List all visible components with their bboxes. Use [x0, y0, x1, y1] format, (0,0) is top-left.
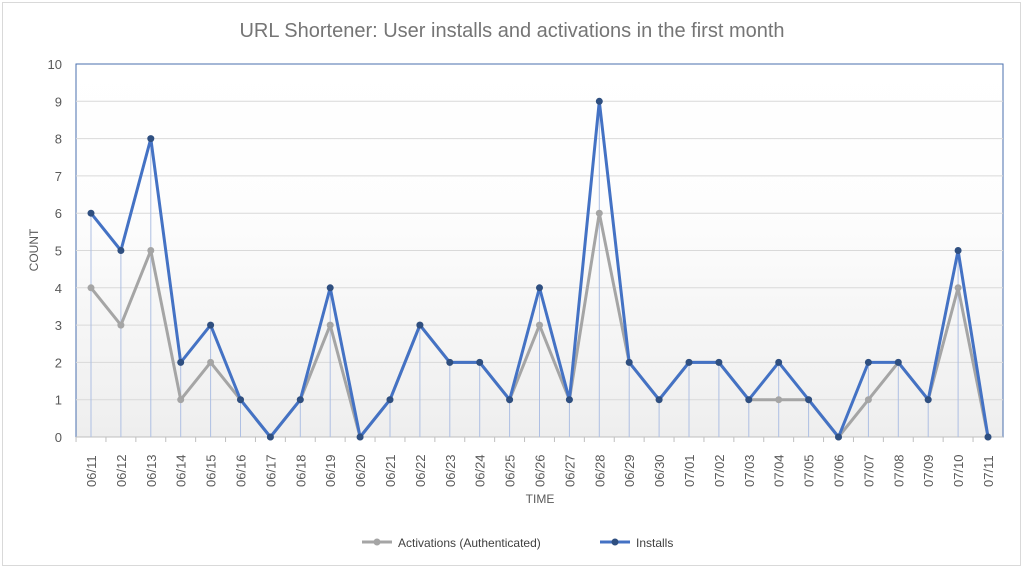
x-tick-label: 07/01: [682, 454, 697, 487]
data-point-installs: [356, 433, 364, 441]
legend: Activations (Authenticated) Installs: [362, 536, 673, 550]
data-point-installs: [835, 433, 842, 441]
data-point-activations-authenticated: [207, 358, 215, 366]
y-axis-title: COUNT: [27, 228, 41, 271]
x-tick-label: 06/26: [533, 454, 548, 487]
x-tick-label: 06/16: [234, 454, 249, 487]
x-tick-label: 07/07: [861, 454, 876, 487]
data-point-installs: [864, 358, 872, 366]
x-tick-label: 06/23: [443, 454, 458, 487]
y-tick-label: 8: [55, 132, 62, 147]
data-point-installs: [715, 358, 723, 366]
data-point-installs: [685, 358, 693, 366]
x-tick-label: 06/30: [652, 454, 667, 487]
y-tick-label: 2: [55, 355, 62, 370]
y-tick-label: 10: [48, 57, 62, 72]
data-point-activations-authenticated: [117, 321, 125, 329]
data-point-installs: [984, 433, 992, 441]
data-point-installs: [536, 284, 543, 292]
legend-marker-activations-authenticated: [373, 538, 381, 546]
legend-label-activations-authenticated: Activations (Authenticated): [398, 536, 541, 550]
x-tick-label: 07/09: [921, 454, 936, 487]
x-tick-label: 07/11: [981, 455, 996, 487]
data-point-activations-authenticated: [595, 209, 603, 217]
x-tick-label: 06/24: [473, 454, 488, 487]
data-point-activations-authenticated: [326, 321, 334, 329]
x-axis-title: TIME: [526, 492, 555, 506]
y-tick-label: 5: [55, 244, 62, 259]
y-tick-label: 9: [55, 94, 62, 109]
data-point-activations-authenticated: [536, 321, 543, 329]
x-tick-label: 07/05: [802, 454, 817, 487]
x-tick-label: 06/19: [323, 454, 338, 487]
data-point-activations-authenticated: [87, 284, 95, 292]
x-tick-label: 06/29: [622, 454, 637, 487]
data-point-installs: [894, 358, 902, 366]
data-point-installs: [924, 396, 932, 404]
data-point-activations-authenticated: [954, 284, 962, 292]
x-tick-label: 06/12: [114, 454, 129, 487]
x-tick-label: 06/20: [353, 454, 368, 487]
x-tick-label: 06/18: [293, 454, 308, 487]
data-point-installs: [117, 247, 125, 254]
x-tick-label: 06/28: [592, 454, 607, 487]
data-point-installs: [147, 135, 155, 143]
x-tick-label: 06/22: [413, 454, 428, 487]
data-point-installs: [207, 321, 215, 329]
y-tick-label: 0: [55, 430, 62, 445]
data-point-installs: [506, 396, 514, 404]
data-point-installs: [745, 396, 753, 404]
data-point-installs: [565, 396, 573, 404]
data-point-activations-authenticated: [775, 396, 783, 404]
x-tick-label: 07/02: [712, 454, 727, 487]
x-tick-label: 06/14: [174, 454, 189, 487]
data-point-installs: [595, 97, 603, 105]
data-point-activations-authenticated: [864, 396, 872, 404]
data-point-installs: [805, 396, 813, 404]
data-point-installs: [296, 396, 304, 404]
data-point-installs: [177, 358, 185, 366]
y-tick-label: 1: [55, 393, 62, 408]
x-tick-label: 06/17: [263, 454, 278, 487]
legend-marker-installs: [611, 538, 619, 546]
x-tick-label: 07/03: [742, 454, 757, 487]
x-tick-label: 07/08: [891, 454, 906, 487]
x-tick-label: 06/27: [562, 454, 577, 487]
data-point-activations-authenticated: [147, 247, 155, 254]
data-point-installs: [655, 396, 663, 404]
data-point-installs: [416, 321, 424, 329]
data-point-installs: [954, 247, 962, 254]
data-point-installs: [87, 209, 95, 217]
data-point-installs: [775, 358, 783, 366]
x-tick-label: 06/13: [144, 454, 159, 487]
y-tick-label: 3: [55, 318, 62, 333]
data-point-installs: [237, 396, 244, 404]
x-tick-label: 07/06: [832, 454, 847, 487]
x-tick-label: 07/04: [772, 454, 787, 487]
x-tick-label: 07/10: [951, 454, 966, 487]
data-point-installs: [266, 433, 274, 441]
y-tick-label: 4: [55, 281, 62, 296]
y-tick-label: 6: [55, 206, 62, 221]
legend-label-installs: Installs: [636, 536, 673, 550]
data-point-installs: [326, 284, 334, 292]
chart-title: URL Shortener: User installs and activat…: [239, 20, 784, 42]
x-tick-label: 06/15: [204, 454, 219, 487]
data-point-activations-authenticated: [177, 396, 185, 404]
data-point-installs: [476, 358, 484, 366]
x-tick-label: 06/21: [383, 454, 398, 487]
data-point-installs: [446, 358, 454, 366]
y-tick-label: 7: [55, 169, 62, 184]
x-tick-label: 06/11: [84, 455, 99, 487]
data-point-installs: [625, 358, 633, 366]
data-point-installs: [386, 396, 394, 404]
x-tick-label: 06/25: [503, 454, 518, 487]
